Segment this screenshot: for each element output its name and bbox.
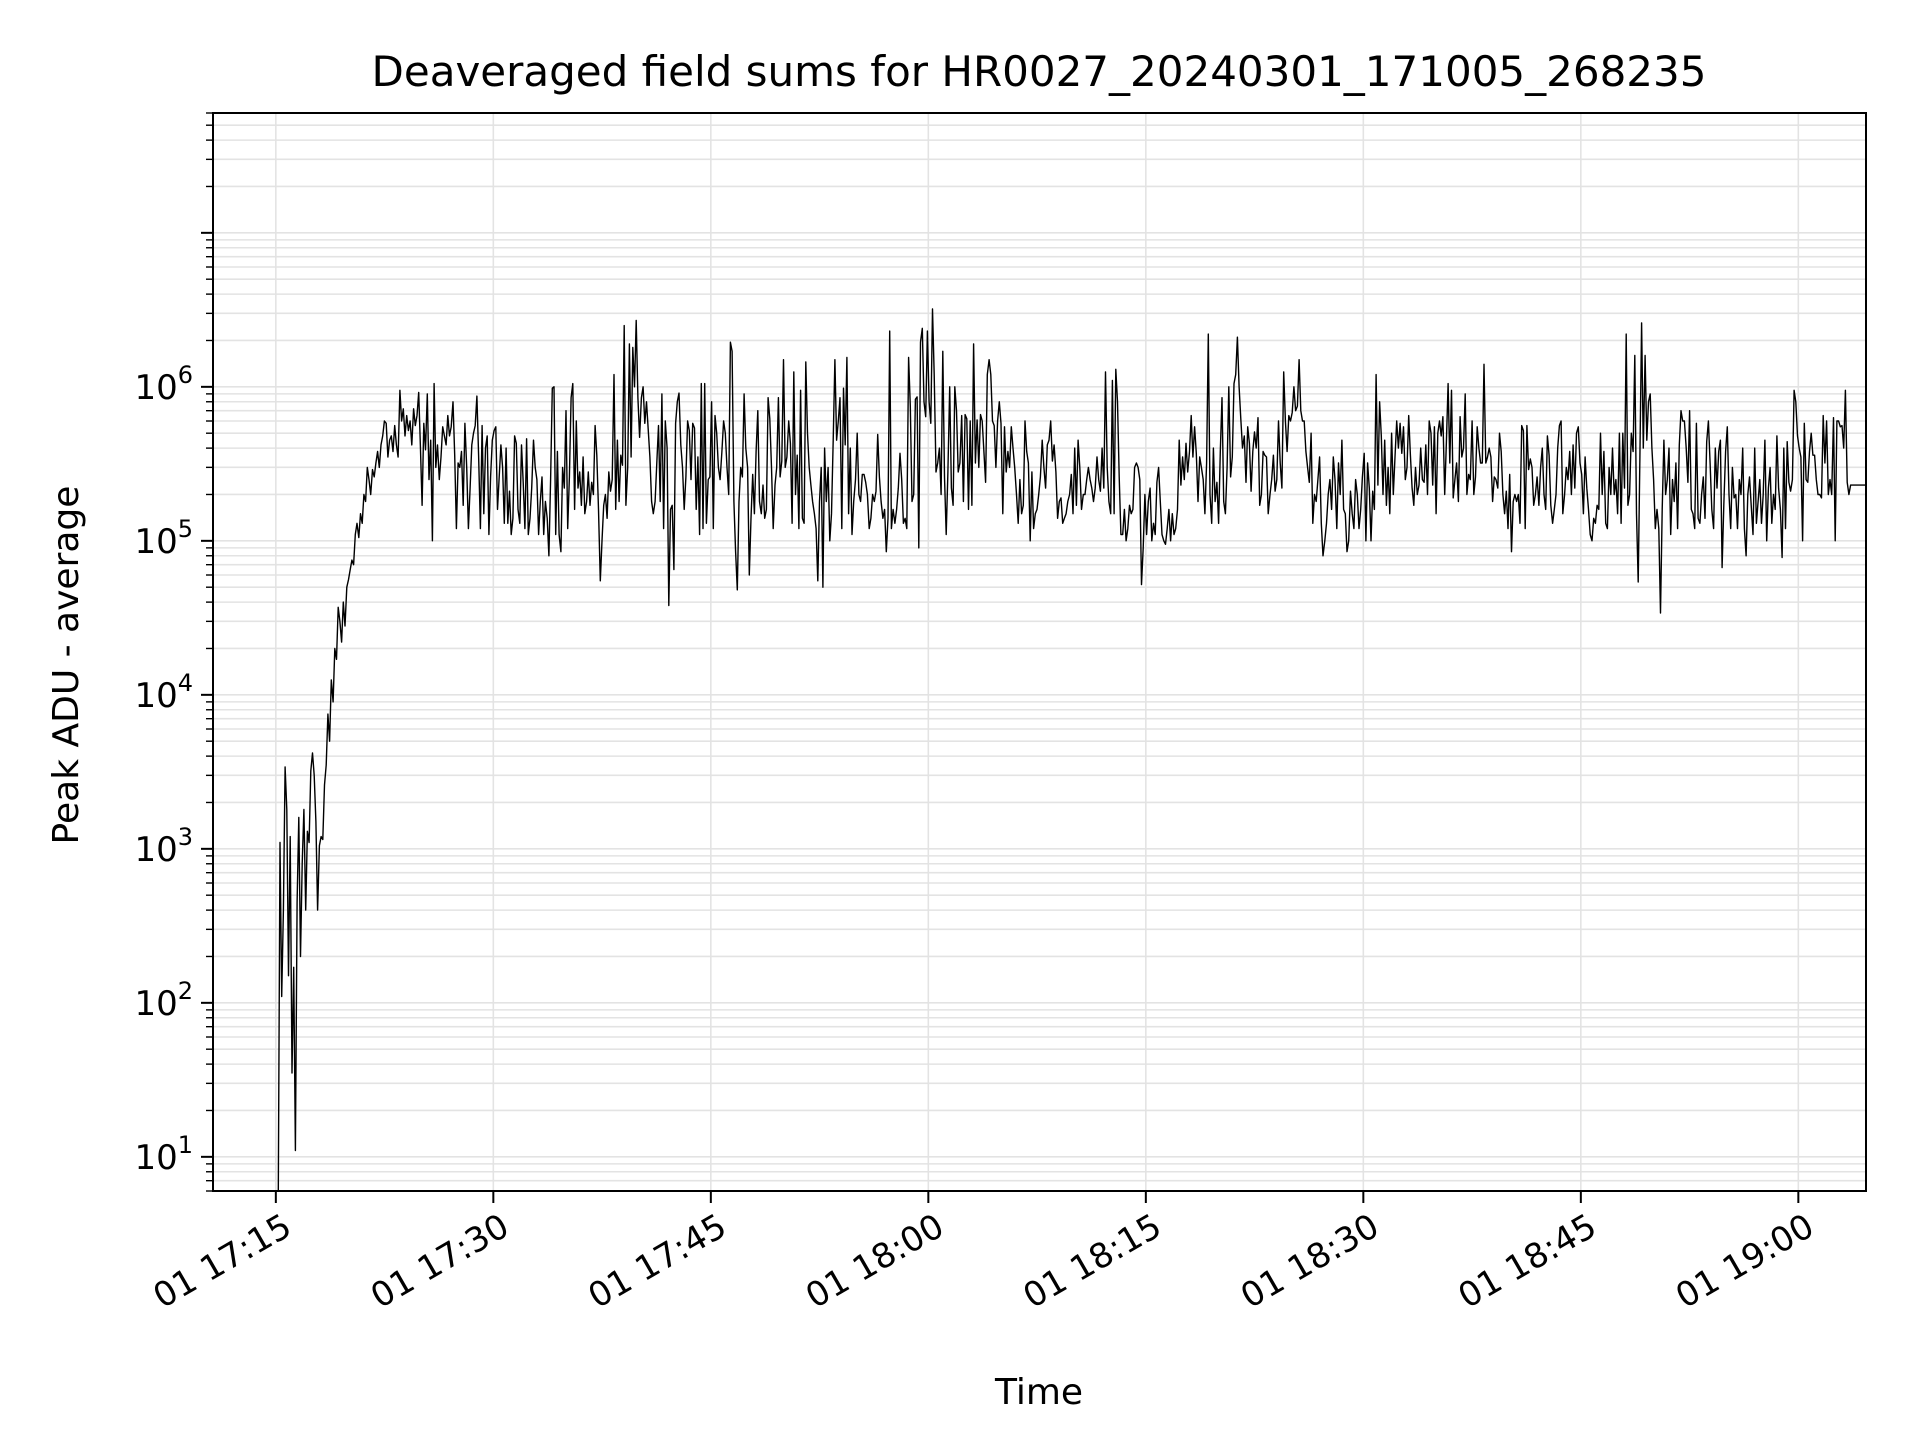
chart-title: Deaveraged field sums for HR0027_2024030… <box>372 47 1707 96</box>
plot-area <box>277 308 1866 1192</box>
plot-frame <box>212 112 1867 1192</box>
series-line <box>277 308 1866 1192</box>
x-tick-label: 01 17:15 <box>147 1206 299 1317</box>
x-axis-label: Time <box>994 1372 1083 1413</box>
y-axis-label: Peak ADU - average <box>46 486 87 845</box>
y-tick-label: 105 <box>134 515 193 562</box>
x-tick-label: 01 18:45 <box>1452 1206 1604 1317</box>
y-tick-label: 103 <box>134 823 193 870</box>
y-tick-label: 104 <box>134 669 193 716</box>
x-axis: 01 17:15 01 17:30 01 17:45 01 18:00 01 18:15… <box>147 1191 1821 1317</box>
x-tick-label: 01 19:00 <box>1669 1206 1821 1317</box>
x-tick-label: 01 18:30 <box>1234 1206 1386 1317</box>
x-tick-label: 01 18:15 <box>1017 1206 1169 1317</box>
x-tick-label: 01 18:00 <box>799 1206 951 1317</box>
x-tick-label: 01 17:30 <box>364 1206 516 1317</box>
y-tick-label: 102 <box>134 977 193 1024</box>
y-tick-label: 106 <box>134 361 193 408</box>
y-axis: 101 102 103 104 105 106 <box>134 112 213 1192</box>
x-tick-label: 01 17:45 <box>582 1206 734 1317</box>
y-tick-label: 101 <box>134 1131 193 1178</box>
grid <box>213 112 1866 1192</box>
